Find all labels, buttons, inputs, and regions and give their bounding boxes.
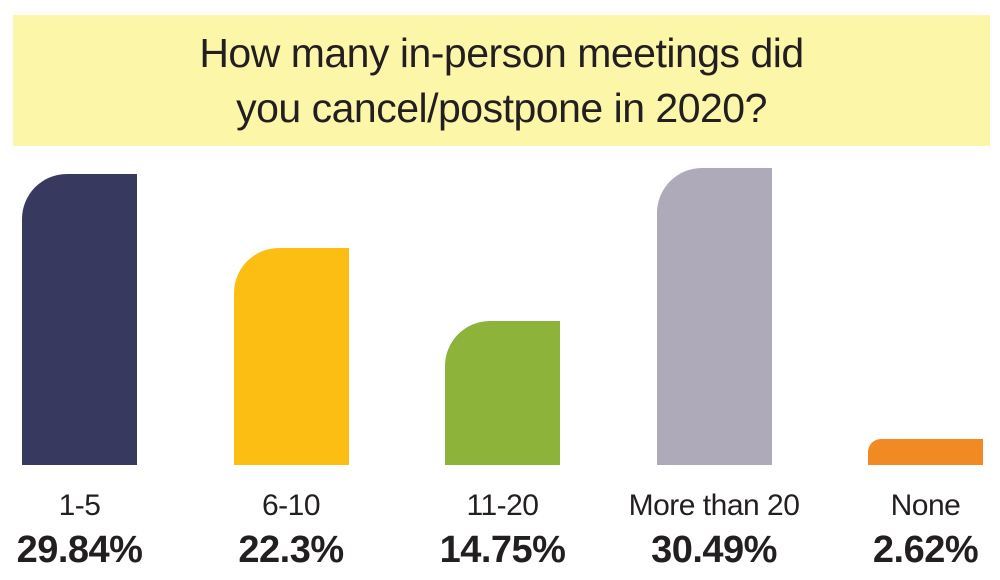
bar [656,168,772,465]
chart-title-line-1: How many in-person meetings did [199,29,804,76]
bar-area [445,168,560,465]
bar-area [22,168,137,465]
bar-value-label: 14.75% [439,529,566,571]
bar-category-label: More than 20 [628,489,800,522]
bar-column: None 2.62% [868,168,983,569]
bar [22,174,137,465]
bar-column: 1-5 29.84% [17,168,143,569]
bar-value-label: 30.49% [651,529,777,571]
bar-category-label: None [890,489,961,522]
bar-value-label: 29.84% [16,529,143,571]
bar [868,439,983,465]
bar [233,248,349,465]
bar-value-label: 2.62% [872,529,979,571]
bar-value-label: 22.3% [238,529,344,571]
bar-chart: 1-5 29.84% 6-10 22.3% 11-20 14.75% More … [17,168,983,571]
bar-area [656,168,772,465]
bar-area [233,168,349,465]
bar-column: More than 20 30.49% [629,168,800,569]
bar-category-label: 1-5 [58,489,101,522]
bar-category-label: 6-10 [261,489,321,522]
bar [445,321,560,465]
bar-category-label: 11-20 [466,489,539,522]
bar-area [868,168,983,465]
title-banner: How many in-person meetings did you canc… [13,15,990,146]
bar-column: 6-10 22.3% [233,168,349,571]
bar-column: 11-20 14.75% [440,168,566,569]
chart-title-line-2: you cancel/postpone in 2020? [236,84,767,131]
